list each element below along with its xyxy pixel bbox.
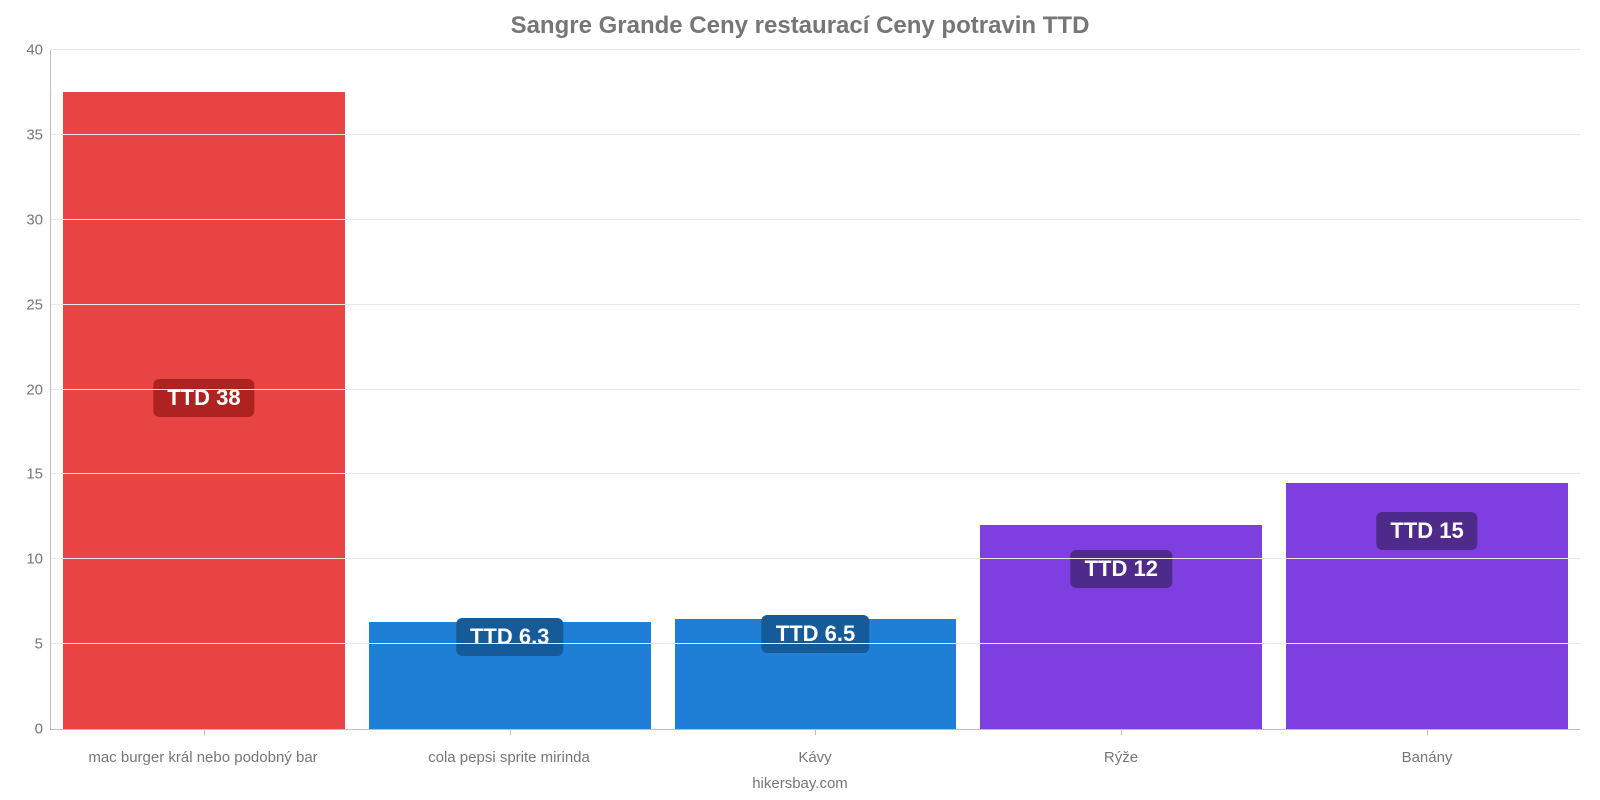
x-axis-labels: mac burger král nebo podobný barcola pep… <box>50 749 1580 766</box>
gridline <box>51 304 1580 305</box>
x-tick <box>204 729 205 735</box>
bar-slot: TTD 12 <box>968 50 1274 729</box>
gridline <box>51 643 1580 644</box>
bar-slot: TTD 15 <box>1274 50 1580 729</box>
x-axis-label: cola pepsi sprite mirinda <box>356 749 662 766</box>
x-tick <box>815 729 816 735</box>
plot-region: TTD 38TTD 6.3TTD 6.5TTD 12TTD 15 0510152… <box>50 50 1580 730</box>
gridline <box>51 473 1580 474</box>
bar: TTD 12 <box>980 525 1262 729</box>
attribution-text: hikersbay.com <box>0 775 1600 792</box>
bar-slot: TTD 6.3 <box>357 50 663 729</box>
gridline <box>51 389 1580 390</box>
x-tick <box>510 729 511 735</box>
value-badge: TTD 38 <box>153 379 254 417</box>
gridline <box>51 49 1580 50</box>
y-tick-label: 10 <box>26 551 43 568</box>
bar-slot: TTD 38 <box>51 50 357 729</box>
value-badge: TTD 6.3 <box>456 618 563 656</box>
y-tick-label: 15 <box>26 466 43 483</box>
y-tick-label: 5 <box>35 636 43 653</box>
y-tick-label: 0 <box>35 721 43 738</box>
chart-area: TTD 38TTD 6.3TTD 6.5TTD 12TTD 15 0510152… <box>50 50 1580 730</box>
bar: TTD 6.5 <box>675 619 957 729</box>
gridline <box>51 558 1580 559</box>
x-tick <box>1427 729 1428 735</box>
x-axis-label: Rýže <box>968 749 1274 766</box>
bar: TTD 15 <box>1286 483 1568 729</box>
value-badge: TTD 6.5 <box>762 615 869 653</box>
x-axis-label: mac burger král nebo podobný bar <box>50 749 356 766</box>
y-tick-label: 35 <box>26 126 43 143</box>
chart-title: Sangre Grande Ceny restaurací Ceny potra… <box>0 0 1600 40</box>
y-tick-label: 30 <box>26 211 43 228</box>
gridline <box>51 219 1580 220</box>
value-badge: TTD 15 <box>1376 512 1477 550</box>
x-tick <box>1121 729 1122 735</box>
bar: TTD 38 <box>63 92 345 729</box>
bar: TTD 6.3 <box>369 622 651 729</box>
x-axis-label: Banány <box>1274 749 1580 766</box>
y-tick-label: 25 <box>26 296 43 313</box>
y-tick-label: 20 <box>26 381 43 398</box>
gridline <box>51 134 1580 135</box>
value-badge: TTD 12 <box>1071 550 1172 588</box>
bar-slot: TTD 6.5 <box>663 50 969 729</box>
bars-container: TTD 38TTD 6.3TTD 6.5TTD 12TTD 15 <box>51 50 1580 729</box>
x-axis-label: Kávy <box>662 749 968 766</box>
y-tick-label: 40 <box>26 42 43 59</box>
